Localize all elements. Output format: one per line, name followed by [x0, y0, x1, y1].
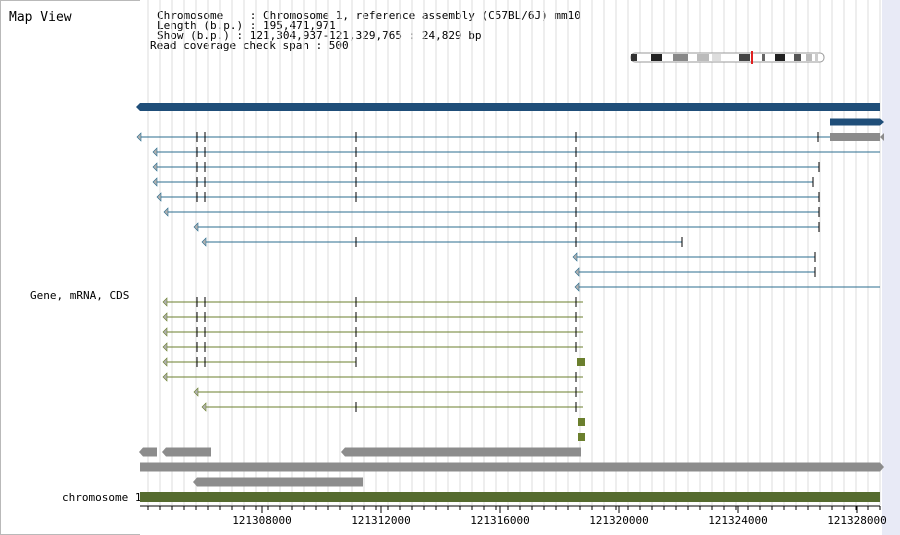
gray-bar [143, 447, 157, 457]
cds-row-start [162, 357, 168, 367]
mrna-row-start [136, 132, 142, 142]
mrna-row-start [152, 162, 158, 172]
gray-bar-long [140, 462, 880, 472]
ideogram-band [697, 54, 709, 61]
cds-row-start [162, 342, 168, 352]
gene-track-label: Gene, mRNA, CDS [30, 289, 130, 302]
axis-tick-label: 121316000 [470, 514, 530, 527]
chromosome-bar [140, 492, 880, 502]
mrna-row-arrow [880, 133, 884, 141]
feature-tracks [136, 103, 884, 502]
gray-bar-arrow [162, 447, 166, 457]
mrna-row-start [193, 222, 199, 232]
ideogram-band [762, 54, 765, 61]
gray-bar-arrow [139, 447, 143, 457]
ideogram-band [775, 54, 785, 61]
grid-lines [147, 0, 881, 505]
right-scroll-strip[interactable] [882, 0, 900, 535]
gene-bar-short-arrow [880, 118, 884, 126]
gray-bar [166, 447, 211, 457]
gene-bar-arrow [136, 103, 140, 111]
mrna-row-start [163, 207, 169, 217]
mrna-row-start [152, 177, 158, 187]
mrna-row-start [152, 147, 158, 157]
cds-row-start [201, 402, 207, 412]
map-view-title: Map View [9, 10, 72, 25]
gray-bar [197, 477, 363, 487]
ideogram-band [739, 54, 750, 61]
cds-row-start [162, 297, 168, 307]
cds-block [578, 433, 585, 441]
cds-block [577, 358, 585, 366]
gray-bar-arrow [193, 477, 197, 487]
mrna-row-start [574, 282, 580, 292]
ideogram-band [631, 54, 637, 61]
ideogram-band [794, 54, 801, 61]
mrna-row-start [574, 267, 580, 277]
ideogram-band [815, 54, 818, 61]
mrna-row-start [201, 237, 207, 247]
gray-bar-arrow [341, 447, 345, 457]
gene-bar [140, 103, 880, 111]
ideogram-band [712, 54, 721, 61]
axis-tick-label: 121324000 [708, 514, 768, 527]
length-info: Length (b.p.) : 195,471,971 [157, 19, 336, 32]
gene-bar-short [830, 118, 880, 126]
mrna-row-start [156, 192, 162, 202]
coverage-span-info: Read coverage check span : 500 [150, 39, 349, 52]
axis-tick-label: 121328000 [827, 514, 887, 527]
chromosome-ideogram [630, 51, 825, 64]
cds-row-start [193, 387, 199, 397]
mrna-row-start [572, 252, 578, 262]
axis-tick-label: 121320000 [589, 514, 649, 527]
cds-row-start [162, 372, 168, 382]
cds-block [578, 418, 585, 426]
position-axis: 121308000 121312000 121316000 121320000 1213… [140, 505, 887, 527]
ideogram-band [806, 54, 812, 61]
gray-bar [345, 447, 581, 457]
axis-tick-label: 121312000 [351, 514, 411, 527]
cds-row-start [162, 312, 168, 322]
ideogram-band [673, 54, 688, 61]
chromosome-track-label: chromosome 1 [62, 491, 142, 504]
cds-row-start [162, 327, 168, 337]
gray-bar-long-arrow [880, 462, 884, 472]
axis-tick-label: 121308000 [232, 514, 292, 527]
transcript-tail [830, 133, 880, 141]
ideogram-band [651, 54, 662, 61]
